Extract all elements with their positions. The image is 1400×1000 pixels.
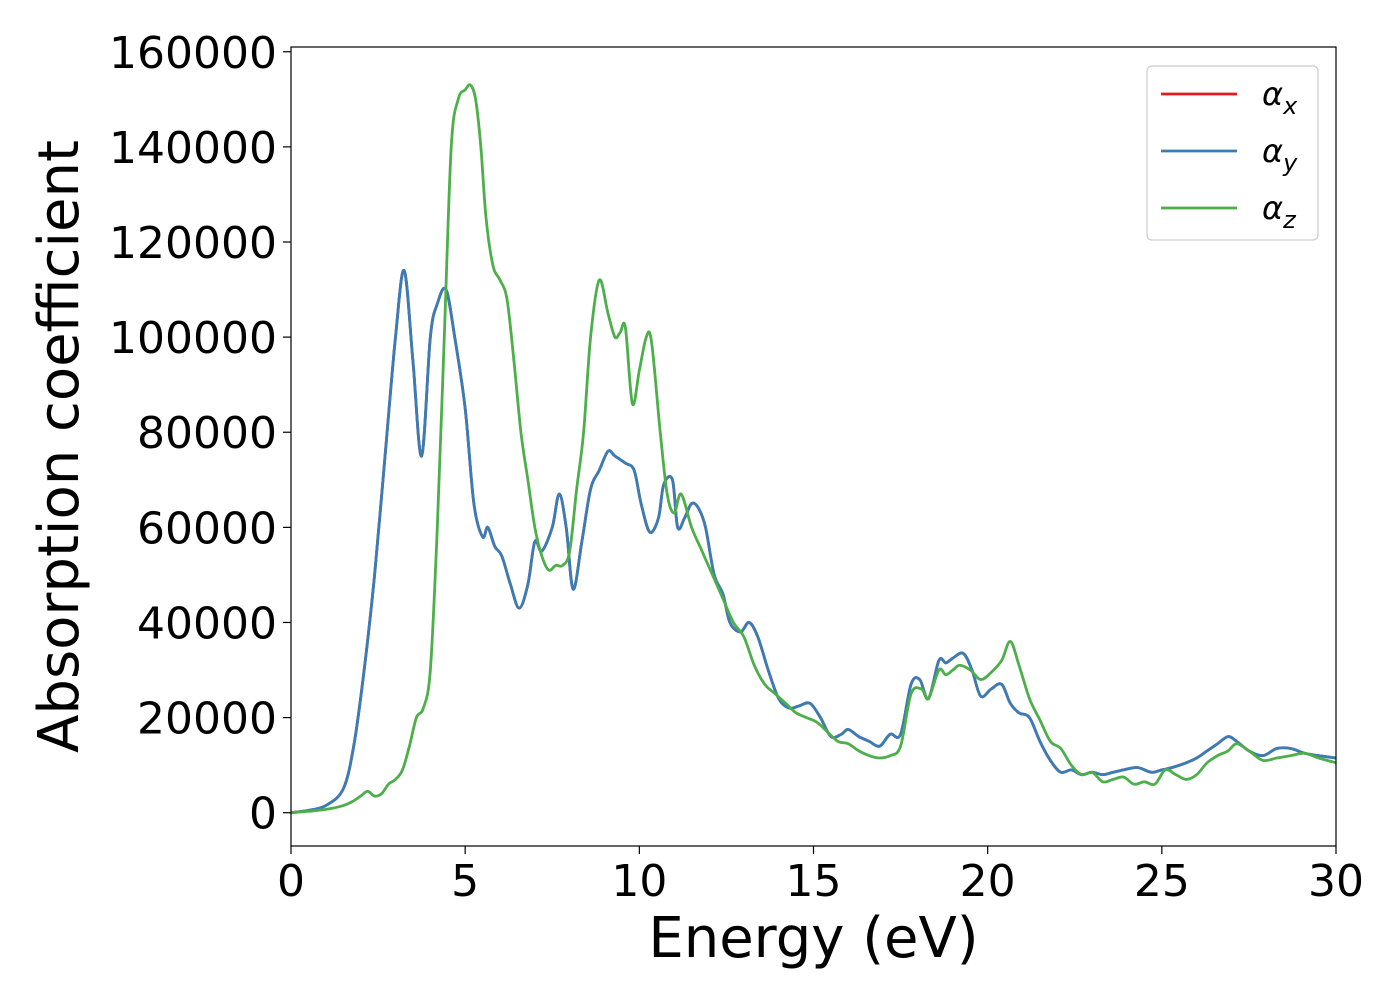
series-line-x — [291, 269, 1336, 815]
y-tick-label: 160000 — [109, 28, 277, 79]
y-tick-label: 40000 — [137, 598, 277, 649]
series-layer — [291, 83, 1336, 815]
x-tick-label: 15 — [786, 856, 842, 907]
y-tick-label: 120000 — [109, 218, 277, 269]
x-tick-label: 5 — [451, 856, 479, 907]
y-axis-label: Absorption coefficient — [27, 140, 92, 753]
x-tick-label: 0 — [277, 856, 305, 907]
x-axis-label: Energy (eV) — [648, 906, 978, 971]
series-line-z — [291, 83, 1336, 815]
legend-box — [1146, 65, 1319, 241]
x-tick-label: 30 — [1308, 856, 1364, 907]
x-tick-label: 10 — [611, 856, 667, 907]
ticks-layer: 0 5 10 15 20 25 30 0 20000 40000 60000 80000 100000 1… — [109, 28, 1364, 907]
y-tick-label: 60000 — [137, 503, 277, 554]
y-tick-label: 100000 — [109, 313, 277, 364]
series-line-y — [291, 269, 1336, 815]
y-tick-label: 140000 — [109, 123, 277, 174]
x-tick-label: 20 — [960, 856, 1016, 907]
legend-label-y: αy — [1262, 132, 1298, 177]
x-tick-label: 25 — [1134, 856, 1190, 907]
y-tick-label: 20000 — [137, 694, 277, 745]
y-tick-label: 0 — [249, 789, 277, 840]
y-tick-label: 80000 — [137, 408, 277, 459]
